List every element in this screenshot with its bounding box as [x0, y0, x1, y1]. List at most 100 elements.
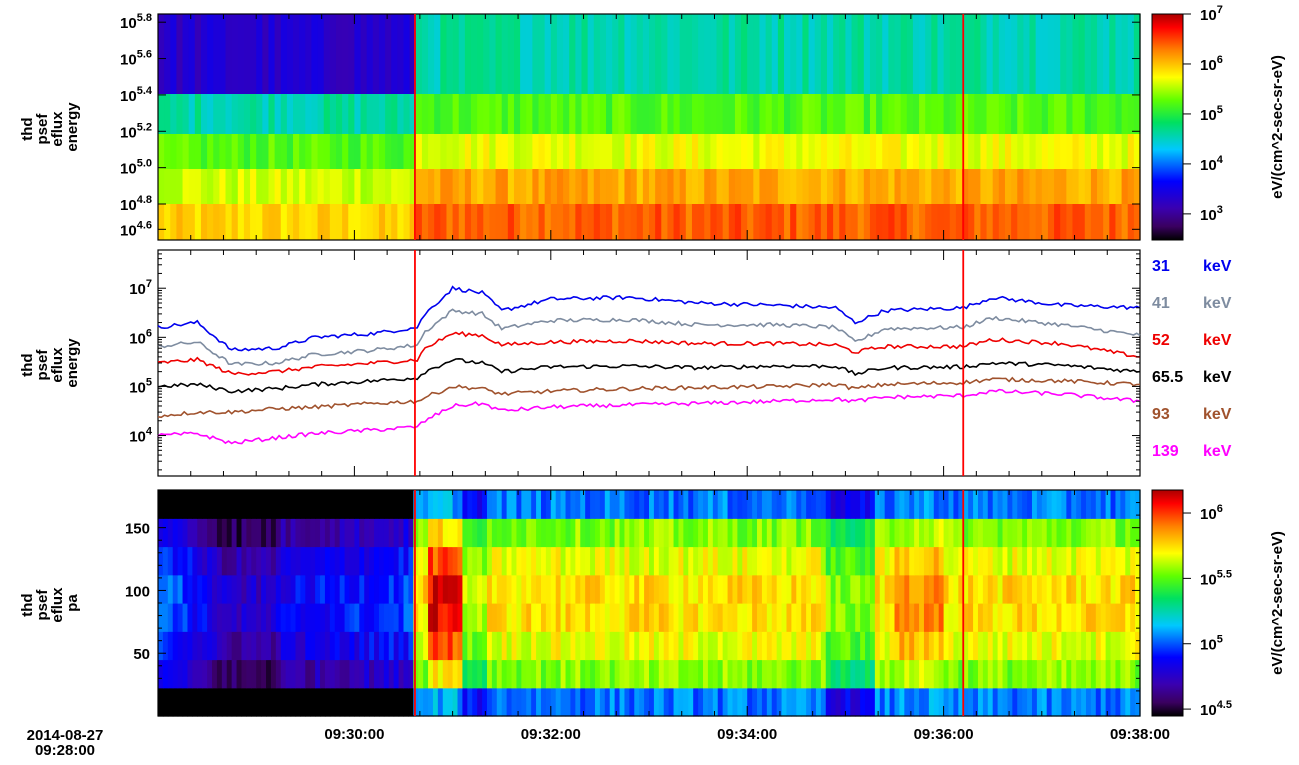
spectrogram-cell	[691, 14, 699, 94]
spectrogram-cell	[851, 134, 859, 169]
pitch-angle-cell	[1041, 687, 1048, 717]
x-tick-label: 09:32:00	[521, 726, 581, 743]
pitch-angle-cell	[280, 574, 287, 604]
pitch-angle-cell	[919, 631, 925, 661]
pitch-angle-cell	[742, 518, 748, 548]
spectrogram-cell	[520, 134, 527, 169]
pitch-angle-cell	[212, 518, 218, 548]
pitch-angle-cell	[904, 687, 910, 717]
pitch-angle-cell	[261, 687, 267, 717]
pitch-angle-cell	[884, 490, 891, 519]
spectrogram-cell	[1133, 169, 1141, 204]
spectrogram-cell	[164, 94, 171, 134]
pitch-angle-cell	[909, 546, 915, 576]
pitch-angle-cell	[158, 659, 164, 689]
spectrogram-cell	[176, 134, 184, 169]
pitch-angle-cell	[511, 490, 518, 519]
pitch-angle-cell	[673, 631, 680, 661]
pitch-angle-cell	[619, 603, 626, 632]
pitch-angle-cell	[747, 546, 753, 576]
pitch-angle-cell	[275, 631, 282, 661]
pitch-angle-cell	[364, 574, 370, 604]
pitch-angle-cell	[757, 687, 763, 717]
pitch-angle-cell	[869, 574, 876, 604]
spectrogram-cell	[569, 169, 576, 204]
spectrogram-cell	[495, 94, 503, 134]
pitch-angle-cell	[506, 546, 513, 576]
spectrogram-cell	[747, 14, 754, 94]
pitch-angle-cell	[320, 687, 326, 717]
spectrogram-cell	[569, 14, 576, 94]
pitch-angle-cell	[585, 518, 591, 548]
spectrogram-cell	[796, 134, 804, 169]
spectrogram-cell	[882, 14, 889, 94]
spectrogram-cell	[213, 94, 220, 134]
pitch-angle-cell	[806, 490, 812, 519]
pitch-angle-cell	[752, 659, 758, 689]
pitch-angle-cell	[933, 687, 940, 717]
pitch-angle-cell	[172, 490, 179, 519]
pitch-angle-cell	[521, 687, 527, 717]
pitch-angle-cell	[987, 687, 994, 717]
spectrogram-cell	[581, 204, 589, 240]
pitch-angle-cell	[349, 659, 355, 689]
pitch-angle-cell	[865, 490, 871, 519]
pitch-angle-cell	[771, 518, 778, 548]
pitch-angle-cell	[339, 574, 346, 604]
pitch-angle-cell	[594, 603, 601, 632]
spectrogram-cell	[698, 134, 705, 169]
spectrogram-cell	[391, 134, 398, 169]
spectrogram-cell	[777, 169, 785, 204]
legend-unit: keV	[1203, 443, 1232, 460]
pitch-angle-cell	[678, 603, 684, 632]
pitch-angle-cell	[688, 518, 694, 548]
pitch-angle-cell	[491, 518, 498, 548]
pitch-angle-cell	[246, 490, 252, 519]
pitch-angle-cell	[423, 659, 429, 689]
pitch-angle-cell	[786, 603, 792, 632]
series-line-41	[157, 308, 1141, 366]
pitch-angle-cell	[948, 490, 955, 519]
pitch-angle-cell	[1041, 546, 1048, 576]
pitch-angle-cell	[403, 687, 410, 717]
pitch-angle-cell	[914, 490, 920, 519]
pitch-angle-cell	[747, 659, 753, 689]
pitch-angle-cell	[408, 631, 414, 661]
pitch-angle-cell	[614, 631, 621, 661]
spectrogram-cell	[188, 94, 196, 134]
pitch-angle-cell	[560, 631, 567, 661]
spectrogram-cell	[1090, 204, 1098, 240]
spectrogram-cell	[679, 169, 687, 204]
pitch-angle-cell	[938, 574, 945, 604]
pitch-angle-cell	[251, 687, 257, 717]
spectrogram-cell	[691, 134, 699, 169]
spectrogram-cell	[507, 204, 515, 240]
pitch-angle-cell	[1066, 659, 1072, 689]
pitch-angle-cell	[1031, 518, 1038, 548]
pitch-angle-cell	[644, 546, 650, 576]
pitch-angle-cell	[315, 490, 321, 519]
spectrogram-cell	[826, 14, 834, 94]
spectrogram-cell	[888, 134, 896, 169]
spectrogram-cell	[912, 14, 920, 94]
pitch-angle-cell	[752, 490, 758, 519]
spectrogram-cell	[256, 94, 263, 134]
pitch-angle-cell	[1076, 631, 1082, 661]
spectrogram-cell	[1133, 94, 1141, 134]
spectrogram-cell	[403, 204, 411, 240]
pitch-angle-cell	[418, 631, 424, 661]
pitch-angle-cell	[1115, 659, 1121, 689]
pitch-angle-cell	[889, 631, 896, 661]
pitch-angle-cell	[290, 546, 297, 576]
spectrogram-cell	[348, 14, 355, 94]
pitch-angle-cell	[437, 490, 444, 519]
spectrogram-cell	[329, 204, 337, 240]
pitch-angle-cell	[256, 574, 262, 604]
spectrogram-cell	[507, 134, 515, 169]
spectrogram-cell	[931, 14, 939, 94]
pitch-angle-cell	[781, 603, 788, 632]
pitch-angle-cell	[457, 574, 464, 604]
spectrogram-cell	[624, 204, 632, 240]
pitch-angle-cell	[1115, 687, 1121, 717]
pitch-angle-cell	[1076, 490, 1082, 519]
